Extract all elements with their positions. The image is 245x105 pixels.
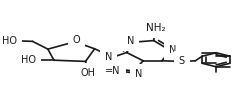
Text: N: N <box>135 69 142 79</box>
Text: NH₂: NH₂ <box>146 23 165 33</box>
Text: O: O <box>73 35 80 45</box>
Text: S: S <box>179 56 185 66</box>
Text: =N: =N <box>105 66 121 76</box>
Text: N: N <box>169 45 177 55</box>
Text: OH: OH <box>80 68 95 78</box>
Text: HO: HO <box>2 36 17 46</box>
Text: N: N <box>105 52 112 62</box>
Text: HO: HO <box>21 55 36 65</box>
Text: N: N <box>127 36 135 46</box>
